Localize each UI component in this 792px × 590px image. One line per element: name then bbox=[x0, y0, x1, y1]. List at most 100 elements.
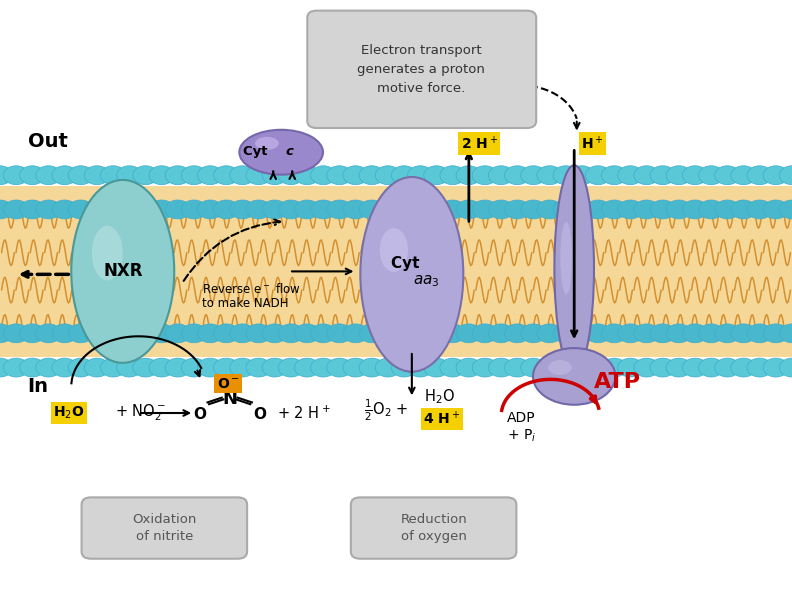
Circle shape bbox=[36, 324, 61, 343]
Circle shape bbox=[585, 358, 611, 377]
Circle shape bbox=[181, 166, 207, 185]
Circle shape bbox=[472, 358, 497, 377]
Circle shape bbox=[553, 200, 578, 219]
Circle shape bbox=[116, 166, 142, 185]
Ellipse shape bbox=[533, 348, 615, 405]
Circle shape bbox=[20, 324, 45, 343]
Circle shape bbox=[714, 200, 740, 219]
Circle shape bbox=[0, 200, 13, 219]
Circle shape bbox=[310, 324, 336, 343]
Circle shape bbox=[181, 324, 207, 343]
Circle shape bbox=[375, 324, 401, 343]
Circle shape bbox=[520, 324, 546, 343]
Circle shape bbox=[699, 200, 724, 219]
Circle shape bbox=[440, 358, 465, 377]
Circle shape bbox=[553, 324, 578, 343]
Circle shape bbox=[214, 358, 239, 377]
Circle shape bbox=[666, 200, 691, 219]
Circle shape bbox=[408, 358, 433, 377]
Circle shape bbox=[230, 324, 255, 343]
Text: NXR: NXR bbox=[103, 263, 143, 280]
Circle shape bbox=[84, 200, 109, 219]
Ellipse shape bbox=[548, 360, 572, 375]
Circle shape bbox=[295, 324, 320, 343]
Circle shape bbox=[763, 358, 789, 377]
Circle shape bbox=[375, 358, 401, 377]
Circle shape bbox=[585, 200, 611, 219]
Text: Oxidation
of nitrite: Oxidation of nitrite bbox=[132, 513, 197, 543]
Circle shape bbox=[634, 200, 659, 219]
Circle shape bbox=[391, 200, 417, 219]
Circle shape bbox=[20, 358, 45, 377]
Circle shape bbox=[537, 200, 562, 219]
Circle shape bbox=[278, 324, 303, 343]
Text: H$_2$O: H$_2$O bbox=[424, 388, 455, 407]
Circle shape bbox=[714, 324, 740, 343]
Circle shape bbox=[197, 166, 223, 185]
Circle shape bbox=[246, 324, 272, 343]
Text: c: c bbox=[286, 145, 294, 158]
Circle shape bbox=[472, 166, 497, 185]
Circle shape bbox=[585, 324, 611, 343]
Circle shape bbox=[650, 324, 676, 343]
Text: Out: Out bbox=[28, 132, 67, 151]
Circle shape bbox=[763, 166, 789, 185]
Circle shape bbox=[569, 358, 595, 377]
Ellipse shape bbox=[379, 228, 408, 272]
Circle shape bbox=[20, 200, 45, 219]
Circle shape bbox=[343, 200, 368, 219]
Circle shape bbox=[714, 166, 740, 185]
Circle shape bbox=[472, 324, 497, 343]
Circle shape bbox=[230, 200, 255, 219]
Circle shape bbox=[424, 324, 449, 343]
Text: 4 H$^+$: 4 H$^+$ bbox=[424, 410, 460, 428]
Circle shape bbox=[650, 166, 676, 185]
Text: O: O bbox=[193, 407, 206, 422]
Circle shape bbox=[52, 358, 78, 377]
Circle shape bbox=[197, 358, 223, 377]
Circle shape bbox=[52, 200, 78, 219]
Circle shape bbox=[0, 166, 13, 185]
Circle shape bbox=[408, 200, 433, 219]
Ellipse shape bbox=[360, 177, 463, 372]
Circle shape bbox=[683, 200, 708, 219]
Text: In: In bbox=[28, 377, 49, 396]
Circle shape bbox=[666, 358, 691, 377]
Text: H$^+$: H$^+$ bbox=[581, 135, 604, 152]
Circle shape bbox=[553, 358, 578, 377]
Text: ADP
+ P$_i$: ADP + P$_i$ bbox=[507, 411, 535, 444]
Circle shape bbox=[634, 166, 659, 185]
Circle shape bbox=[537, 358, 562, 377]
Circle shape bbox=[714, 358, 740, 377]
Circle shape bbox=[165, 324, 190, 343]
Circle shape bbox=[214, 200, 239, 219]
Circle shape bbox=[408, 324, 433, 343]
Circle shape bbox=[262, 200, 287, 219]
Circle shape bbox=[343, 166, 368, 185]
Circle shape bbox=[52, 324, 78, 343]
Circle shape bbox=[683, 324, 708, 343]
Ellipse shape bbox=[71, 180, 174, 363]
Circle shape bbox=[731, 166, 756, 185]
Circle shape bbox=[731, 200, 756, 219]
Circle shape bbox=[295, 200, 320, 219]
Circle shape bbox=[618, 200, 643, 219]
Circle shape bbox=[149, 324, 174, 343]
Circle shape bbox=[0, 324, 13, 343]
Circle shape bbox=[295, 166, 320, 185]
Circle shape bbox=[747, 358, 772, 377]
Circle shape bbox=[84, 166, 109, 185]
Ellipse shape bbox=[255, 137, 279, 150]
Circle shape bbox=[650, 358, 676, 377]
Circle shape bbox=[440, 166, 465, 185]
Circle shape bbox=[520, 166, 546, 185]
Circle shape bbox=[0, 358, 13, 377]
Text: + 2 H$^+$: + 2 H$^+$ bbox=[277, 404, 331, 422]
FancyBboxPatch shape bbox=[82, 497, 247, 559]
Circle shape bbox=[149, 358, 174, 377]
Circle shape bbox=[569, 166, 595, 185]
Circle shape bbox=[262, 166, 287, 185]
Circle shape bbox=[391, 358, 417, 377]
Circle shape bbox=[116, 324, 142, 343]
Circle shape bbox=[779, 358, 792, 377]
